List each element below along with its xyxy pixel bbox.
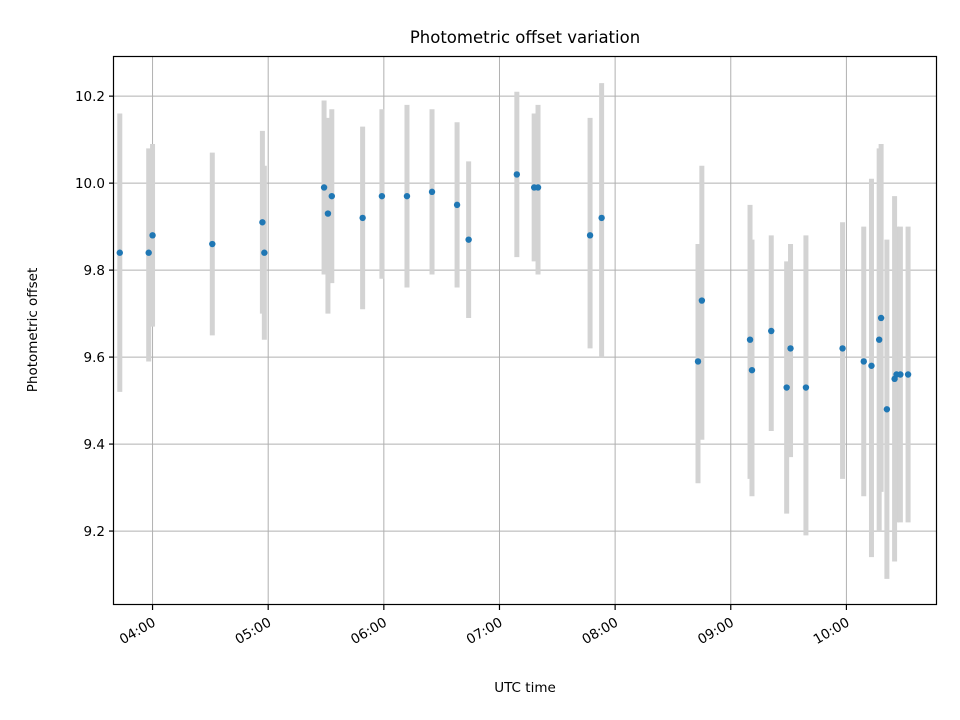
data-point xyxy=(145,249,152,256)
data-point xyxy=(904,371,912,378)
data-point xyxy=(748,366,756,374)
data-point xyxy=(116,249,123,256)
data-point xyxy=(149,232,156,239)
data-point xyxy=(746,336,754,343)
data-points xyxy=(116,171,912,413)
y-tick-label: 10.2 xyxy=(75,89,105,105)
data-point xyxy=(698,297,706,304)
y-tick-label: 9.2 xyxy=(84,524,105,540)
data-point xyxy=(378,192,386,200)
data-point xyxy=(261,249,268,256)
data-point xyxy=(259,219,266,226)
data-point xyxy=(465,236,472,243)
data-point xyxy=(802,384,810,391)
y-tick-label: 9.6 xyxy=(84,350,105,366)
data-point xyxy=(534,184,542,191)
data-point xyxy=(839,345,846,352)
y-axis-label: Photometric offset xyxy=(25,268,41,392)
plot-frame xyxy=(112,55,938,606)
y-tick-label: 9.8 xyxy=(84,263,105,279)
data-point xyxy=(209,240,216,248)
data-point xyxy=(694,358,702,365)
data-point xyxy=(768,327,775,335)
chart-title: Photometric offset variation xyxy=(410,28,640,47)
data-point xyxy=(875,336,883,343)
data-point xyxy=(860,358,867,365)
data-point xyxy=(783,384,790,391)
data-point xyxy=(324,210,332,217)
data-point xyxy=(359,214,366,222)
grid xyxy=(114,57,937,605)
data-point xyxy=(787,345,794,352)
data-point xyxy=(453,201,461,209)
data-point xyxy=(883,406,891,413)
data-point xyxy=(513,171,521,178)
data-point xyxy=(320,184,328,191)
data-point xyxy=(868,362,875,369)
x-axis-label: UTC time xyxy=(494,680,556,696)
data-point xyxy=(877,314,885,322)
data-point xyxy=(328,192,335,200)
data-point xyxy=(428,188,436,196)
y-tick-label: 9.4 xyxy=(84,437,105,453)
y-tick-label: 10.0 xyxy=(75,176,105,192)
data-point xyxy=(598,214,605,222)
data-point xyxy=(897,371,904,378)
data-point xyxy=(586,232,594,239)
data-point xyxy=(403,192,411,200)
